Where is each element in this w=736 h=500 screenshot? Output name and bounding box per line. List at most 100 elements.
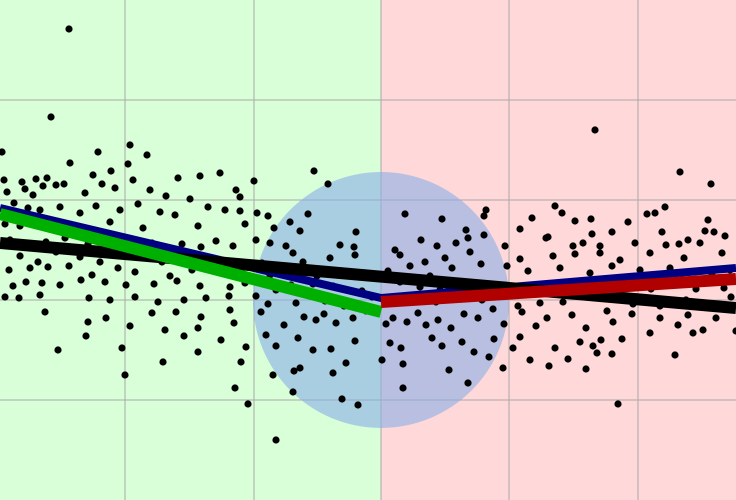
- data-point: [646, 329, 654, 337]
- data-point: [282, 242, 290, 250]
- data-point: [718, 249, 726, 257]
- data-point: [332, 319, 340, 327]
- data-point: [732, 327, 736, 335]
- data-point: [312, 316, 320, 324]
- data-point: [696, 239, 704, 247]
- data-point: [225, 292, 233, 300]
- data-point: [159, 358, 167, 366]
- data-point: [9, 282, 17, 290]
- data-point: [403, 318, 411, 326]
- data-point: [204, 203, 212, 211]
- data-point: [587, 215, 595, 223]
- data-point: [236, 207, 244, 215]
- data-point: [414, 309, 422, 317]
- data-point: [146, 186, 154, 194]
- data-point: [118, 344, 126, 352]
- data-point: [661, 203, 669, 211]
- data-point: [699, 326, 707, 334]
- data-point: [264, 300, 272, 308]
- data-point: [129, 176, 137, 184]
- data-point: [174, 174, 182, 182]
- data-point: [576, 338, 584, 346]
- data-point: [582, 365, 590, 373]
- data-point: [172, 308, 180, 316]
- data-point: [460, 310, 468, 318]
- data-point: [389, 314, 397, 322]
- data-point: [272, 342, 280, 350]
- data-point: [126, 322, 134, 330]
- data-point: [173, 277, 181, 285]
- data-point: [60, 180, 68, 188]
- data-point: [532, 322, 540, 330]
- data-point: [707, 180, 715, 188]
- data-point: [114, 264, 122, 272]
- data-point: [689, 329, 697, 337]
- data-point: [485, 353, 493, 361]
- data-point: [162, 192, 170, 200]
- data-point: [582, 324, 590, 332]
- data-point: [452, 239, 460, 247]
- data-point: [327, 345, 335, 353]
- data-point: [516, 333, 524, 341]
- data-point: [549, 252, 557, 260]
- data-point: [106, 296, 114, 304]
- data-point: [382, 320, 390, 328]
- data-point: [597, 336, 605, 344]
- data-point: [29, 191, 37, 199]
- data-point: [92, 202, 100, 210]
- data-point: [24, 204, 32, 212]
- data-point: [596, 249, 604, 257]
- data-point: [300, 313, 308, 321]
- data-point: [618, 335, 626, 343]
- data-point: [351, 251, 359, 259]
- data-point: [701, 227, 709, 235]
- data-point: [543, 314, 551, 322]
- data-point: [336, 241, 344, 249]
- data-point: [338, 395, 346, 403]
- data-point: [98, 180, 106, 188]
- data-point: [3, 188, 11, 196]
- data-point: [116, 206, 124, 214]
- data-point: [542, 234, 550, 242]
- data-point: [526, 356, 534, 364]
- data-point: [1, 220, 9, 228]
- data-point: [646, 249, 654, 257]
- data-point: [445, 366, 453, 374]
- data-point: [244, 400, 252, 408]
- data-point: [516, 255, 524, 263]
- data-point: [482, 206, 490, 214]
- data-point: [396, 251, 404, 259]
- data-point: [651, 209, 659, 217]
- data-point: [178, 240, 186, 248]
- data-point: [161, 326, 169, 334]
- data-point: [237, 358, 245, 366]
- data-point: [656, 314, 664, 322]
- data-point: [710, 228, 718, 236]
- fit-line-1: [0, 237, 736, 314]
- data-point: [593, 349, 601, 357]
- data-point: [399, 384, 407, 392]
- data-point: [44, 263, 52, 271]
- data-point: [503, 262, 511, 270]
- data-point: [22, 278, 30, 286]
- data-point: [466, 248, 474, 256]
- data-point: [150, 280, 158, 288]
- data-point: [229, 242, 237, 250]
- data-point: [462, 226, 470, 234]
- data-point: [536, 299, 544, 307]
- data-point: [684, 311, 692, 319]
- data-point: [571, 217, 579, 225]
- data-point: [180, 296, 188, 304]
- data-point: [545, 362, 553, 370]
- data-point: [671, 351, 679, 359]
- data-point: [106, 218, 114, 226]
- data-point: [66, 159, 74, 167]
- data-point: [56, 203, 64, 211]
- data-point: [477, 260, 485, 268]
- data-point: [1, 293, 9, 301]
- data-point: [88, 271, 96, 279]
- data-point: [56, 281, 64, 289]
- data-point: [257, 308, 265, 316]
- data-point: [631, 239, 639, 247]
